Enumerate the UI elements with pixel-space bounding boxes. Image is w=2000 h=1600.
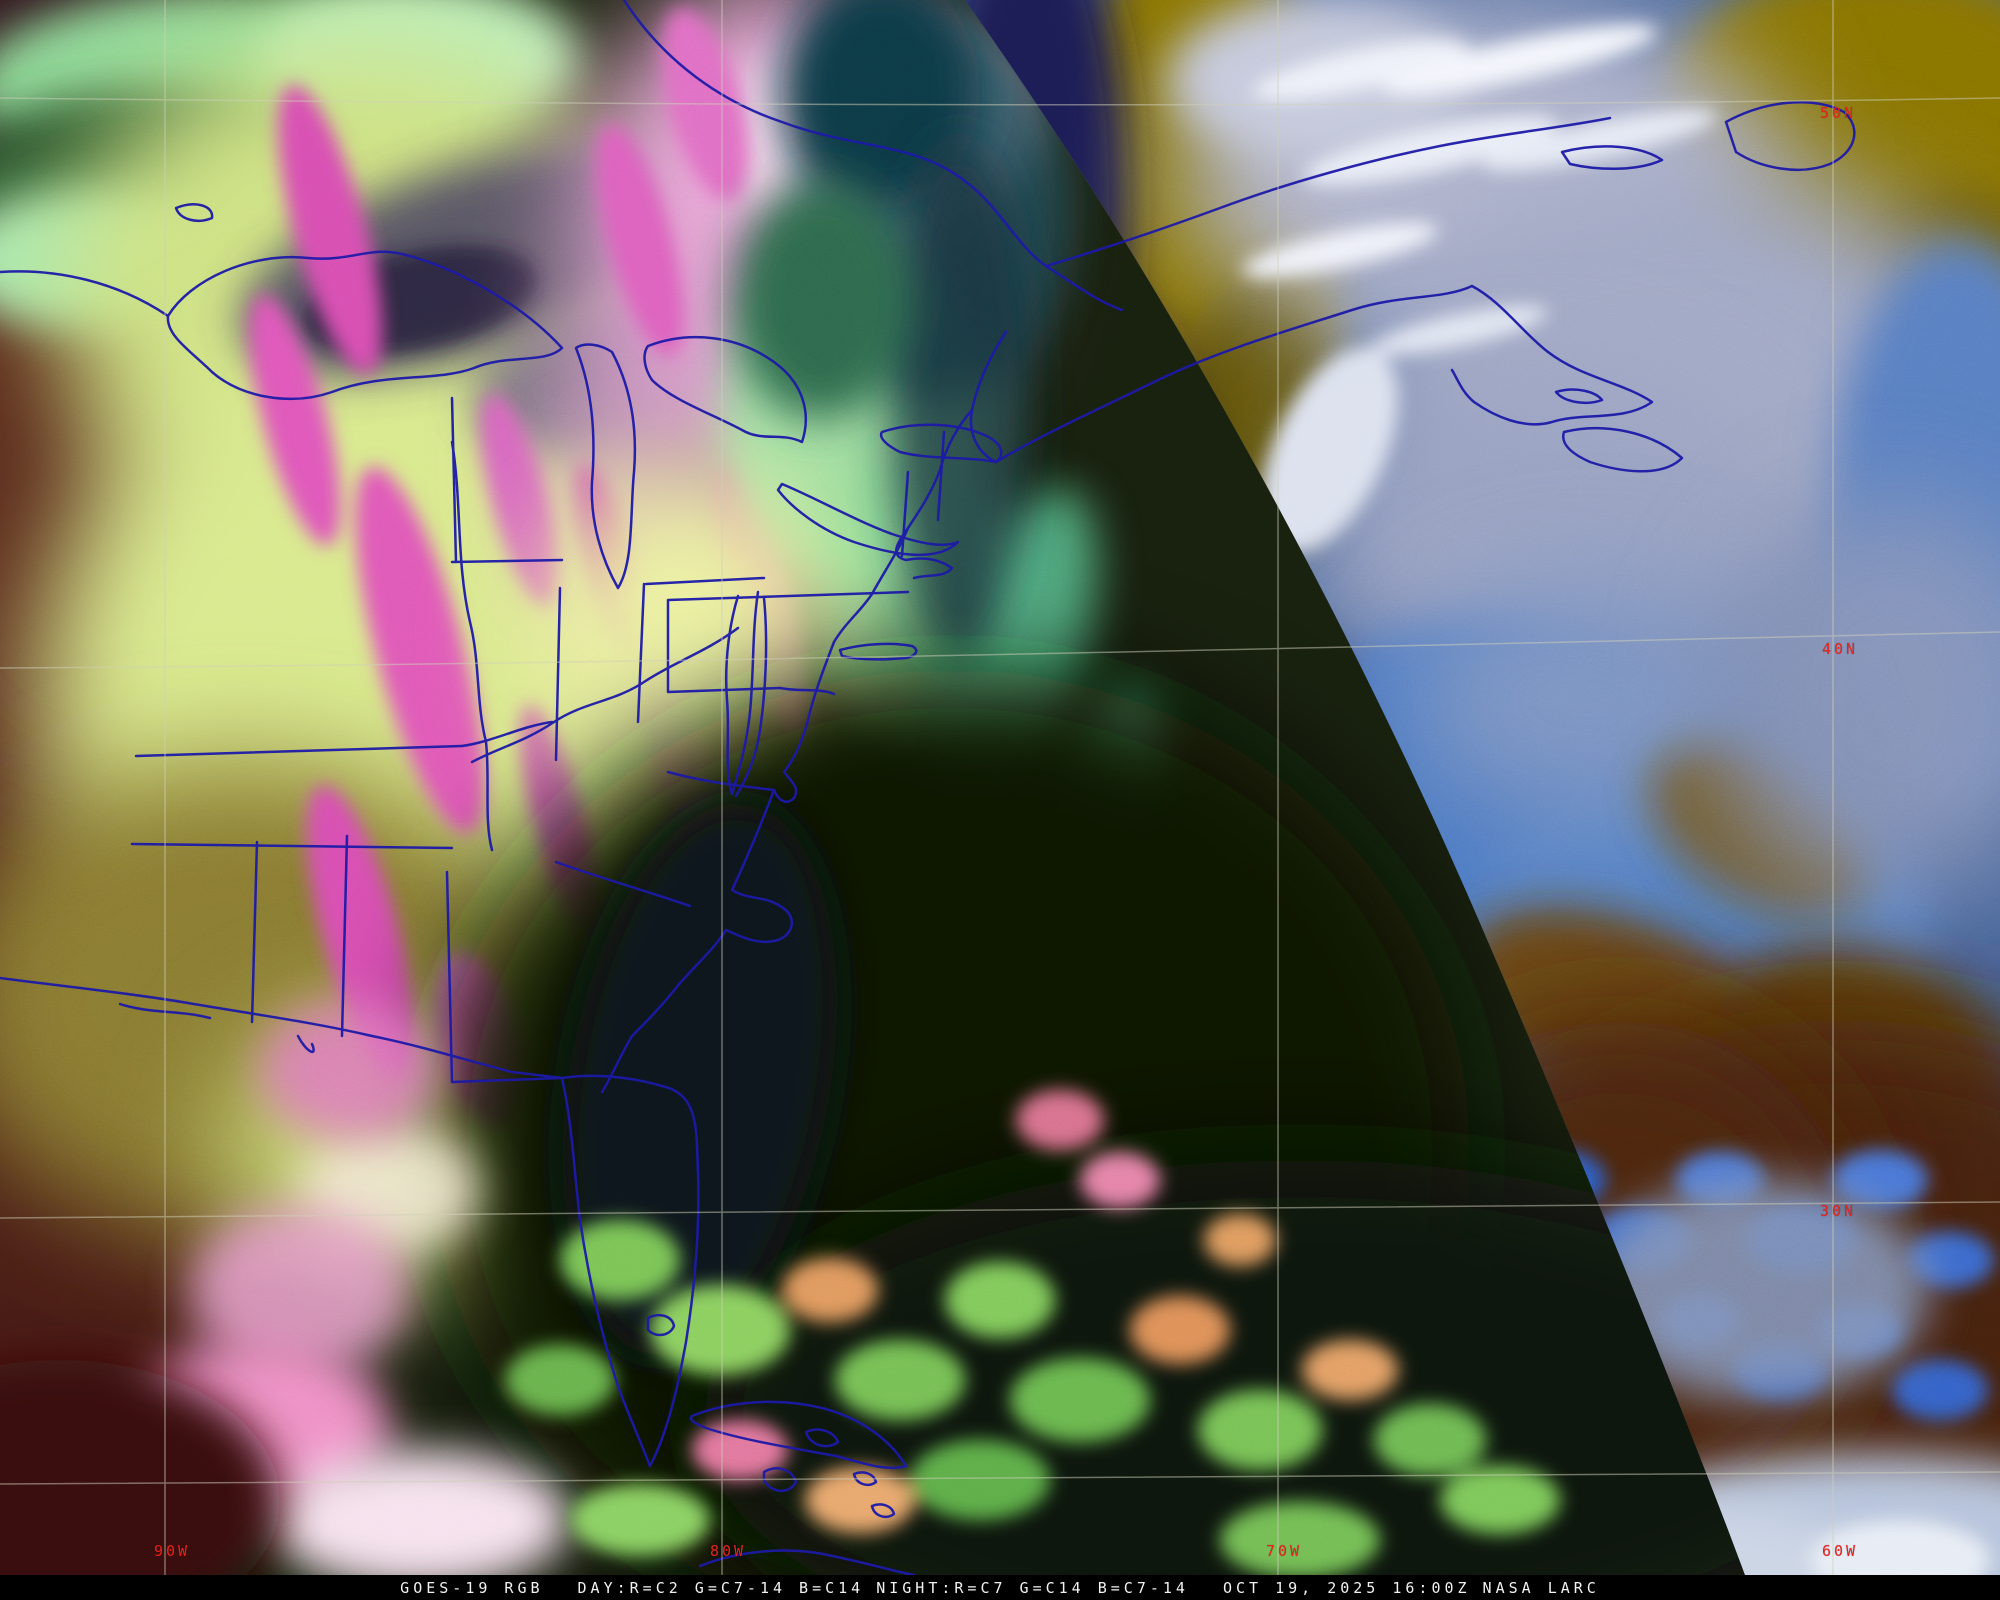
longitude-label-60w: 60W [1822,1542,1859,1560]
latitude-label-40n: 40N [1822,640,1859,658]
caption-credit: NASA LARC [1482,1578,1600,1597]
coastline-borders [0,0,1856,1575]
longitude-label-90w: 90W [154,1542,191,1560]
caption-day-recipe: DAY:R=C2 G=C7-14 B=C14 [577,1578,865,1597]
latitude-label-30n: 30N [1820,1202,1857,1220]
caption-night-recipe: NIGHT:R=C7 G=C14 B=C7-14 [876,1578,1189,1597]
longitude-label-80w: 80W [710,1542,747,1560]
caption-bar: GOES-19 RGB DAY:R=C2 G=C7-14 B=C14 NIGHT… [0,1575,2000,1600]
latitude-label-50n: 50N [1820,104,1857,122]
longitude-label-70w: 70W [1266,1542,1303,1560]
caption-satellite-product: GOES-19 RGB [400,1578,544,1597]
caption-timestamp: OCT 19, 2025 16:00Z [1222,1578,1471,1597]
